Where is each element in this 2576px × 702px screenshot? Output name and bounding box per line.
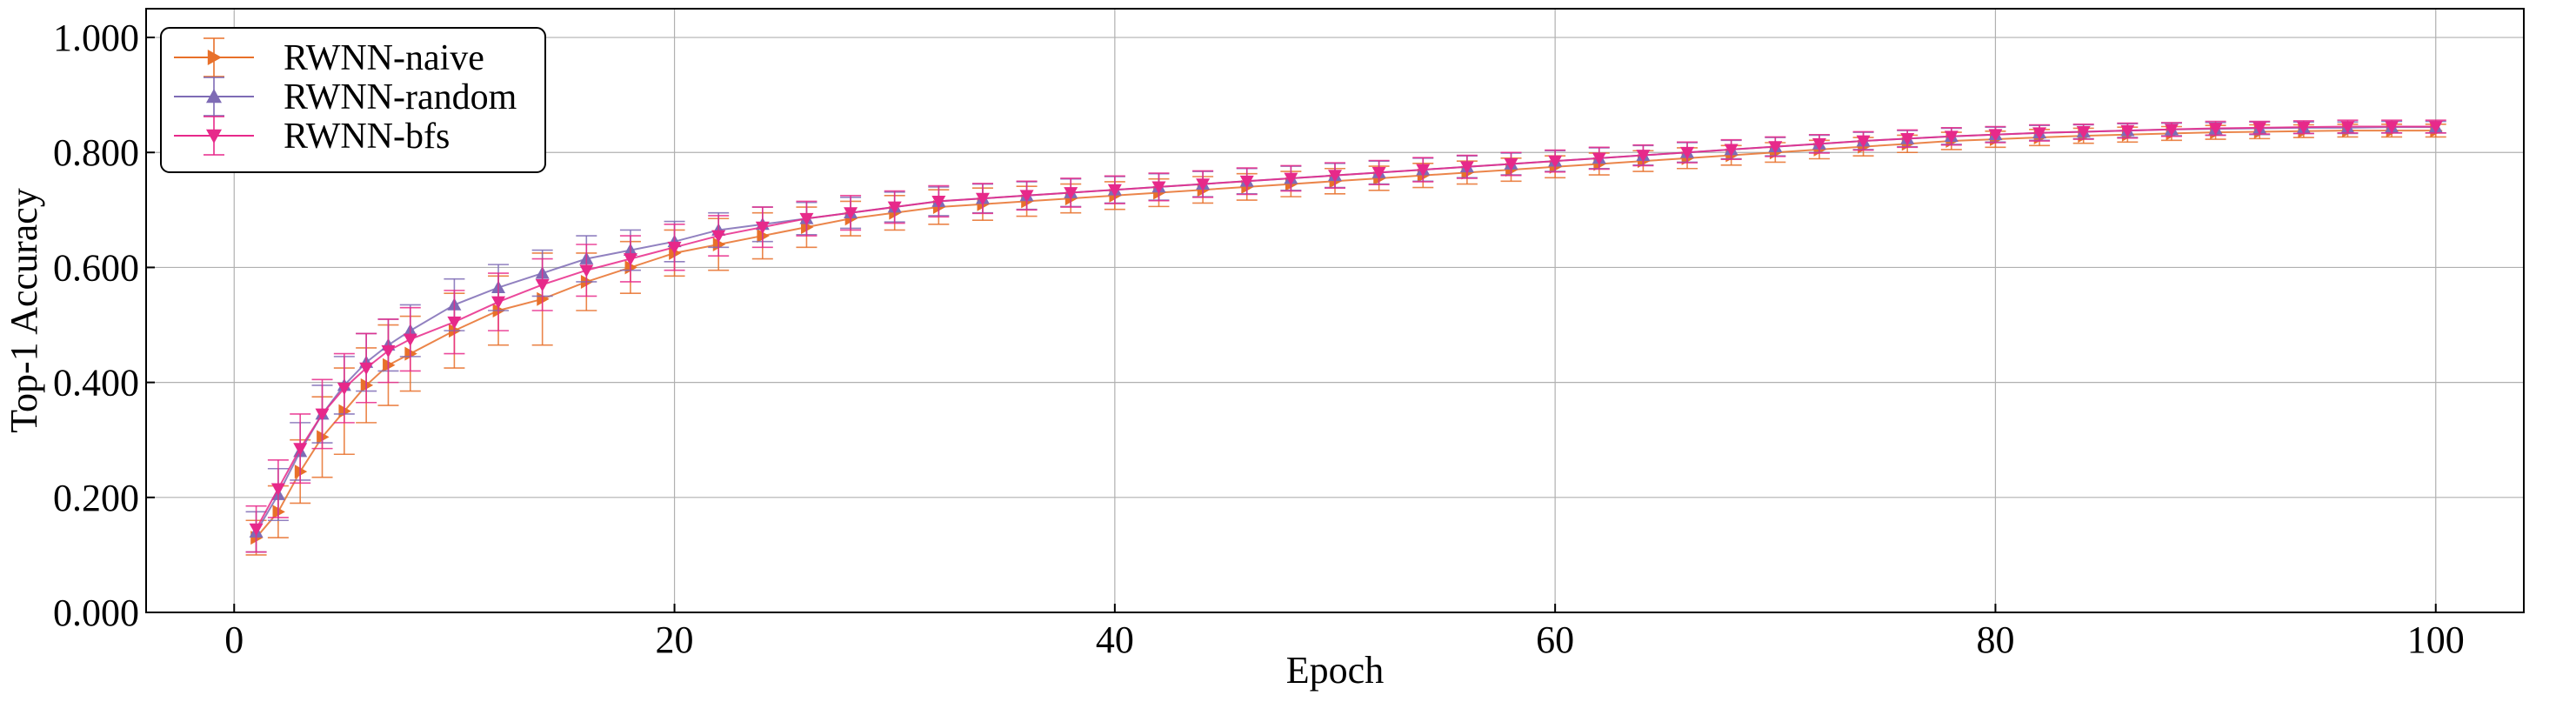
data-point [491, 296, 506, 310]
data-point [1107, 184, 1122, 197]
data-point [293, 443, 308, 456]
data-point [1196, 178, 1211, 191]
data-point [2252, 122, 2267, 135]
data-point [1724, 144, 1738, 157]
legend-entry: RWNN-naive [174, 37, 484, 78]
y-tick-label: 0.800 [53, 131, 139, 174]
data-point [2296, 121, 2311, 135]
data-point [799, 212, 814, 226]
data-point [975, 192, 990, 206]
data-point [1504, 158, 1518, 171]
data-point [755, 221, 770, 235]
legend-box [160, 27, 546, 173]
y-tick-label: 0.400 [53, 362, 139, 404]
data-point [1900, 132, 1915, 146]
data-point [844, 207, 858, 220]
data-point [711, 230, 726, 244]
data-point [270, 483, 285, 496]
data-point [1064, 187, 1078, 200]
legend-swatch-marker [207, 50, 222, 65]
data-point [272, 505, 285, 519]
legend-swatch-marker [206, 89, 222, 104]
series-rwnn-bfs [245, 119, 2446, 553]
data-point [1284, 172, 1298, 185]
data-point [2032, 127, 2047, 140]
data-point [1459, 161, 1474, 174]
x-tick-label: 80 [1976, 618, 2014, 661]
y-axis-title: Top-1 Accuracy [3, 188, 45, 433]
data-point [1944, 130, 1959, 144]
x-tick-label: 100 [2407, 618, 2465, 661]
data-point [294, 465, 308, 479]
x-axis-title: Epoch [1286, 649, 1384, 692]
data-point [1592, 152, 1606, 165]
series-rwnn-random [245, 120, 2446, 553]
data-point [1548, 155, 1563, 169]
data-point [1680, 146, 1695, 160]
x-tick-label: 60 [1536, 618, 1574, 661]
data-point [1988, 129, 2003, 142]
data-point [579, 264, 594, 277]
data-point [887, 201, 902, 215]
data-point [1239, 175, 1254, 189]
data-point [249, 523, 264, 537]
y-tick-label: 1.000 [53, 17, 139, 59]
series-line [255, 126, 2436, 532]
data-point [667, 241, 682, 255]
data-point [1019, 190, 1034, 203]
data-point [535, 278, 550, 292]
data-point [1636, 150, 1651, 163]
plot-frame [145, 8, 2525, 613]
data-point [317, 430, 330, 445]
data-point [1371, 166, 1386, 180]
data-point [1416, 164, 1431, 177]
data-point [2164, 124, 2179, 137]
data-point [337, 382, 351, 396]
y-tick-label: 0.000 [53, 592, 139, 634]
series-line [255, 125, 2436, 530]
data-point [1768, 141, 1783, 154]
axis-ticks: 0 20 40 60 80 100 0.000 0.200 0.400 0.600 0.800 1.0… [53, 17, 2465, 661]
data-point [447, 316, 462, 330]
data-point [623, 253, 637, 266]
data-point [2120, 124, 2135, 138]
data-point [2428, 121, 2443, 134]
legend-label: RWNN-naive [284, 38, 484, 78]
x-tick-label: 0 [224, 618, 244, 661]
data-point [359, 362, 374, 376]
data-point [381, 344, 396, 358]
y-tick-label: 0.600 [53, 246, 139, 289]
data-point [2385, 121, 2399, 134]
data-point [2076, 126, 2091, 139]
series-rwnn-naive [245, 124, 2446, 556]
data-point [2208, 123, 2223, 136]
data-point [1151, 181, 1166, 194]
legend-label: RWNN-bfs [284, 117, 450, 157]
data-point [1856, 135, 1871, 149]
x-tick-label: 20 [656, 618, 694, 661]
x-tick-label: 40 [1096, 618, 1134, 661]
plot-series [245, 119, 2446, 556]
data-point [403, 333, 417, 347]
legend-label: RWNN-random [284, 77, 517, 117]
data-point [1328, 170, 1342, 183]
series-line [255, 130, 2436, 538]
legend-swatch-marker [206, 129, 222, 144]
data-point [1812, 137, 1826, 151]
legend-entry: RWNN-random [174, 77, 517, 117]
legend-entry: RWNN-bfs [174, 116, 450, 157]
y-tick-label: 0.200 [53, 477, 139, 519]
data-point [315, 408, 330, 421]
data-point [931, 196, 946, 209]
data-point [2340, 121, 2355, 134]
